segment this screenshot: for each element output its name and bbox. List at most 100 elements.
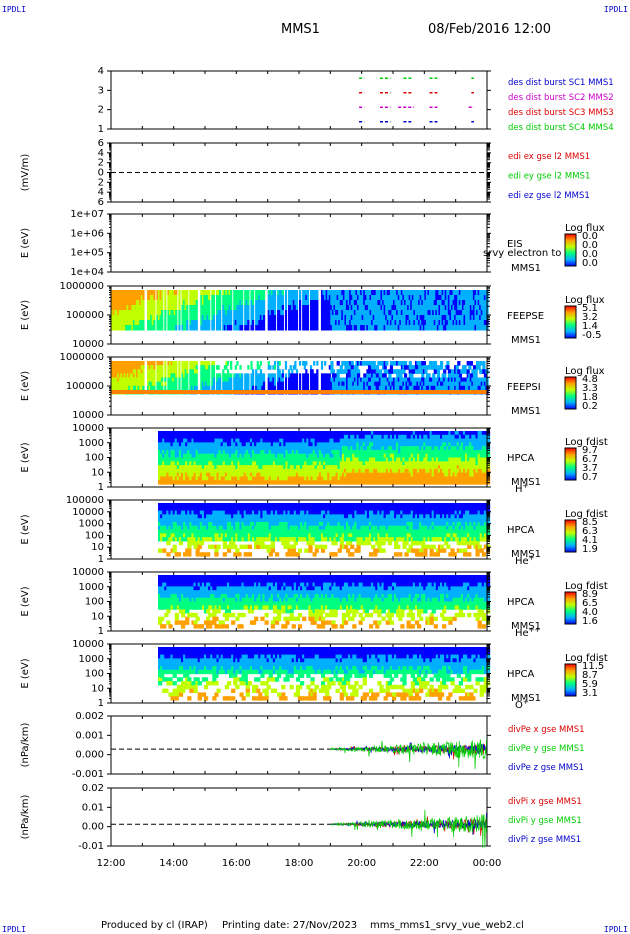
- panel-feepse-cell: [262, 290, 266, 296]
- panel-feepsi-cell: [474, 373, 478, 378]
- panel-feepse-cell: [222, 315, 225, 321]
- panel-feepse-cell: [327, 305, 330, 311]
- panel-feepse-cell: [164, 320, 167, 326]
- panel-feepse-cell: [167, 305, 170, 311]
- panel-feepse-cell: [215, 300, 219, 306]
- panel-feepsi-ytick-label: 1000000: [59, 352, 104, 363]
- panel-feepsi-cell: [278, 373, 281, 378]
- panel-feepse-cell: [256, 315, 259, 321]
- panel-feepsi-cell: [278, 377, 281, 383]
- panel-feepse-cell: [223, 320, 226, 326]
- panel-feepsi-cell: [440, 361, 444, 366]
- panel-feepsi-cell: [482, 361, 486, 366]
- panel-feepse-cell: [295, 290, 299, 296]
- panel-feepsi-cell: [153, 381, 156, 387]
- panel-feepsi-cell: [324, 373, 327, 378]
- panel-feepse-cell: [255, 320, 258, 326]
- panel-feepse-cell: [137, 305, 140, 311]
- panel-feepse-cell: [258, 305, 261, 311]
- panel-feepse-cell: [281, 325, 284, 331]
- panel-feepsi-cell: [350, 361, 354, 366]
- panel-edi-ytick-label: 6: [98, 197, 104, 208]
- panel-feepsi-cell: [178, 365, 181, 370]
- panel-feepsi-cell: [186, 373, 189, 378]
- panel-feepse-cell: [184, 320, 187, 326]
- panel-feepse-cbar-tick: 1.4: [582, 321, 598, 332]
- panel-feepse-cell: [281, 300, 284, 306]
- panel-feepse-cell: [118, 295, 122, 301]
- panel-feepsi-ytick-label: 100000: [66, 381, 104, 392]
- panel-feepsi-cell: [228, 377, 231, 383]
- panel-feepse-cell: [114, 310, 117, 316]
- panel-feepsi-cell: [262, 385, 266, 391]
- panel-feepsi-cell: [201, 385, 205, 391]
- panel-feepse-cell: [181, 305, 184, 311]
- panel-feepsi-cell: [239, 385, 242, 391]
- panel-feepsi-cell: [458, 373, 462, 378]
- panel-feepse-cell: [201, 315, 205, 321]
- panel-feepse-cell: [115, 320, 118, 326]
- panel-feepse-cell: [153, 315, 156, 321]
- panel-feepsi-cell: [128, 381, 131, 387]
- panel-feepse-cell: [269, 310, 272, 316]
- panel-feepsi-cell: [208, 373, 211, 378]
- panel-feepse-spectrogram: [111, 290, 489, 331]
- panel-feepsi-cell: [272, 373, 275, 378]
- panel-feepsi-cell: [291, 373, 294, 378]
- panel-feepsi-cell: [306, 385, 310, 391]
- panel-feepsi-cell: [137, 377, 140, 383]
- panel-feepse-cell: [262, 325, 266, 331]
- panel-feepse-cell: [289, 320, 292, 326]
- panel-feepse-cell: [117, 300, 120, 306]
- panel-feepsi-spacecraft-label: MMS1: [511, 406, 541, 417]
- panel-feepse-cell: [140, 325, 143, 331]
- panel-feepsi-cell: [134, 377, 137, 383]
- panel-feepsi-cell: [206, 365, 209, 370]
- panel-feepse-cell: [311, 310, 314, 316]
- panel-feepsi-cell: [217, 381, 220, 387]
- panel-feepsi-cbar-tick: 4.8: [582, 374, 598, 385]
- panel-feepsi-cell: [305, 373, 308, 378]
- panel-feepse-cell: [115, 315, 118, 321]
- panel-feepse-cell: [309, 295, 313, 301]
- panel-feepse-cell: [277, 290, 280, 296]
- panel-feepse-cell: [183, 325, 186, 331]
- panel-feepse-cell: [111, 295, 114, 301]
- panel-feepse-cell: [250, 325, 253, 331]
- panel-feepse-cell: [211, 310, 214, 316]
- panel-feepsi-cell: [192, 377, 195, 383]
- panel-feepsi-cell: [273, 365, 277, 370]
- panel-feepse-cell: [299, 305, 302, 311]
- panel-feepsi-cell: [189, 361, 192, 366]
- panel-feepsi-cell: [309, 369, 313, 374]
- panel-feepsi-cell: [129, 373, 132, 378]
- panel-feepse-cell: [228, 290, 231, 296]
- panel-feepsi-cell: [125, 361, 128, 366]
- panel-feepsi-cell: [371, 369, 375, 374]
- panel-feepse-cell: [194, 310, 197, 316]
- panel-feepsi-cell: [167, 365, 170, 370]
- panel-feepse-cell: [273, 305, 277, 311]
- panel-feepse-cell: [170, 310, 173, 316]
- panel-feepse-cell: [284, 310, 288, 316]
- panel-feepse-cell: [320, 315, 324, 321]
- panel-feepsi-cell: [164, 369, 167, 374]
- panel-feepsi-cell: [429, 361, 433, 366]
- panel-feepsi-cell: [277, 361, 280, 366]
- panel-feepse-cell: [168, 300, 172, 306]
- panel-feepsi-cell: [299, 361, 302, 366]
- panel-feepsi-cell: [195, 385, 198, 391]
- panel-feepse-cell: [172, 300, 175, 306]
- panel-feepsi-cell: [252, 369, 255, 374]
- panel-feepsi-cell: [316, 385, 319, 391]
- panel-feepse-cell: [314, 305, 317, 311]
- panel-feepse-cell: [181, 315, 184, 321]
- panel-feepsi-cell: [424, 369, 428, 374]
- panel-feepsi-cell: [208, 377, 211, 383]
- panel-feepsi-cell: [156, 381, 159, 387]
- panel-feepsi-cell: [346, 373, 350, 378]
- panel-feepse-cell: [228, 320, 231, 326]
- panel-feepse-cell: [320, 290, 324, 296]
- panel-feepsi-cell: [305, 369, 308, 374]
- panel-feepse-cell: [118, 290, 122, 296]
